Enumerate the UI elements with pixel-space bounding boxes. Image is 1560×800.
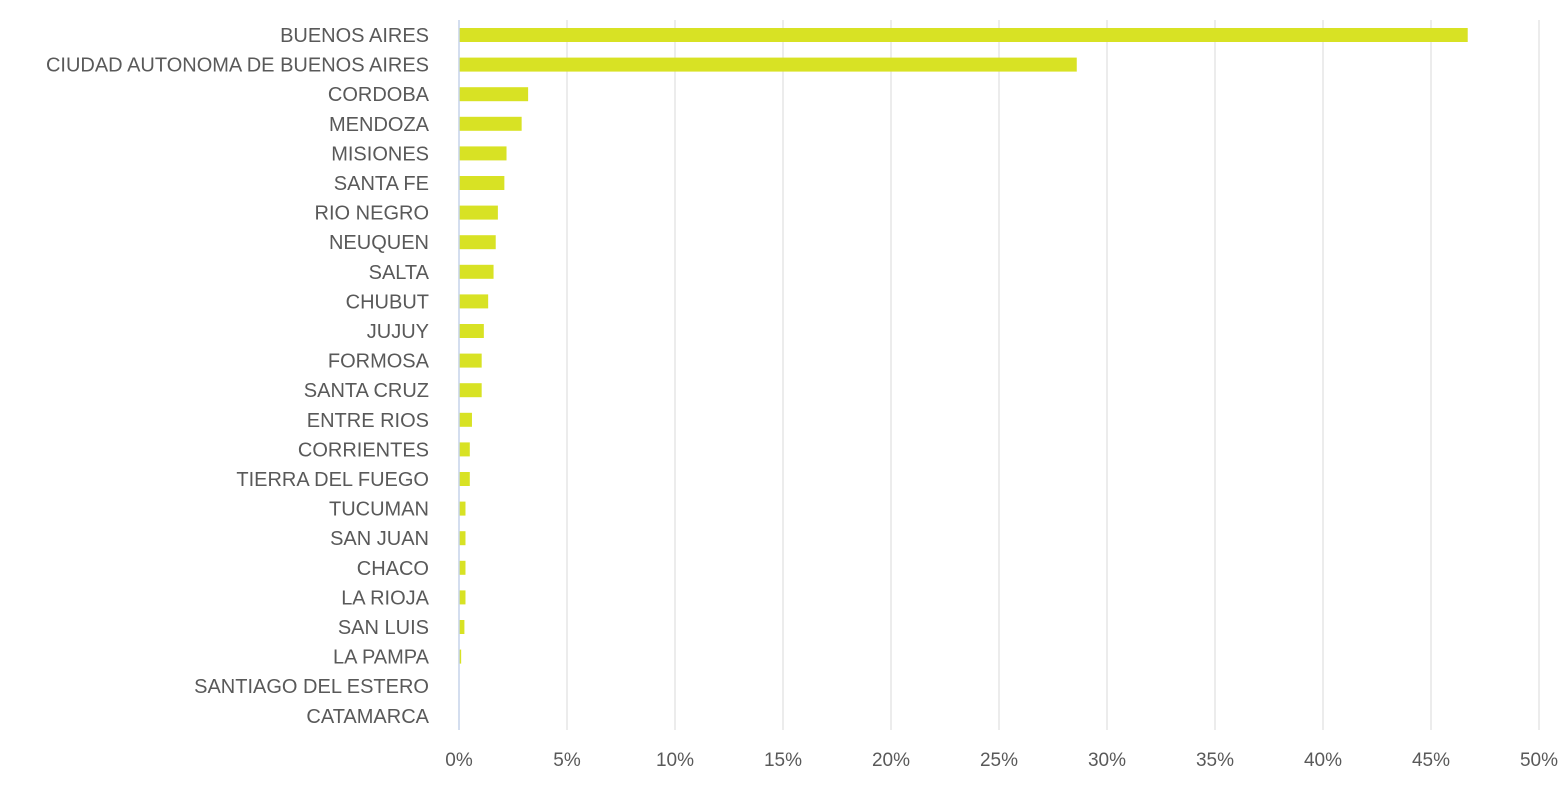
- bar-jujuy: [459, 324, 484, 338]
- bar-entre-rios: [459, 412, 472, 427]
- bar-rio-negro: [459, 205, 498, 220]
- bar-neuquen: [459, 235, 496, 250]
- bar-corrientes: [459, 442, 470, 457]
- bar-la-pampa: [459, 649, 462, 664]
- category-label: JUJUY: [367, 321, 429, 343]
- bar-la-rioja: [459, 590, 466, 605]
- category-label: CHUBUT: [346, 291, 429, 313]
- bar-salta: [459, 264, 494, 279]
- x-tick-label: 25%: [980, 750, 1018, 771]
- bars: [459, 28, 1468, 664]
- category-label: TIERRA DEL FUEGO: [236, 469, 429, 491]
- bar-santa-cruz: [459, 383, 482, 398]
- x-tick-labels: 0% 5% 10% 15% 20% 25% 30% 35% 40% 45% 50%: [445, 750, 1558, 771]
- x-tick-label: 45%: [1412, 750, 1450, 771]
- category-label: BUENOS AIRES: [280, 25, 429, 47]
- x-tick-label: 15%: [764, 750, 802, 771]
- bar-cordoba: [459, 87, 529, 102]
- category-label: SAN LUIS: [338, 617, 429, 639]
- bar-san-juan: [459, 531, 466, 546]
- category-label: RIO NEGRO: [315, 203, 429, 225]
- category-label: LA RIOJA: [341, 587, 429, 609]
- x-tick-label: 20%: [872, 750, 910, 771]
- bar-tucuman: [459, 501, 466, 516]
- category-label: MENDOZA: [329, 114, 430, 136]
- bar-chaco: [459, 560, 466, 575]
- category-label: SANTIAGO DEL ESTERO: [194, 676, 429, 698]
- category-labels: BUENOS AIRES CIUDAD AUTONOMA DE BUENOS AI…: [46, 25, 430, 728]
- bar-misiones: [459, 146, 507, 161]
- category-label: CATAMARCA: [306, 706, 429, 728]
- x-tick-label: 35%: [1196, 750, 1234, 771]
- bar-san-luis: [459, 620, 465, 634]
- x-tick-label: 10%: [656, 750, 694, 771]
- category-label: SAN JUAN: [330, 528, 429, 550]
- category-label: MISIONES: [331, 143, 429, 165]
- x-tick-label: 5%: [553, 750, 581, 771]
- bar-chubut: [459, 294, 489, 309]
- category-label: LA PAMPA: [333, 647, 430, 669]
- category-label: CORDOBA: [328, 84, 430, 106]
- bar-formosa: [459, 353, 482, 368]
- category-label: SANTA FE: [334, 173, 429, 195]
- x-tick-label: 0%: [445, 750, 473, 771]
- x-tick-label: 50%: [1520, 750, 1558, 771]
- bar-ciudad-autonoma-de-buenos-aires: [459, 57, 1077, 72]
- x-tick-label: 30%: [1088, 750, 1126, 771]
- category-label: FORMOSA: [328, 351, 430, 373]
- category-label: CIUDAD AUTONOMA DE BUENOS AIRES: [46, 55, 429, 77]
- x-tick-label: 40%: [1304, 750, 1342, 771]
- category-label: SANTA CRUZ: [304, 380, 429, 402]
- bar-santa-fe: [459, 176, 505, 190]
- category-label: NEUQUEN: [329, 232, 429, 254]
- bar-buenos-aires: [459, 28, 1468, 42]
- category-label: ENTRE RIOS: [307, 410, 429, 432]
- category-label: TUCUMAN: [329, 499, 429, 521]
- category-label: CHACO: [357, 558, 429, 580]
- bar-mendoza: [459, 116, 522, 131]
- category-label: SALTA: [369, 262, 430, 284]
- category-label: CORRIENTES: [298, 439, 429, 461]
- gridlines: [566, 20, 1540, 730]
- bar-tierra-del-fuego: [459, 472, 470, 486]
